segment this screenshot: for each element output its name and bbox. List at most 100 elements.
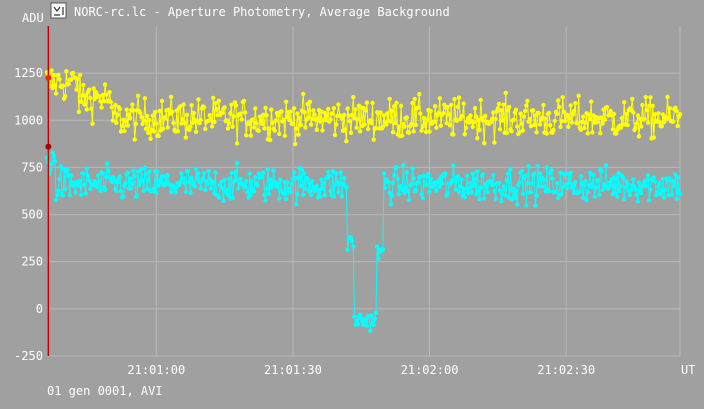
series-point [67, 193, 73, 198]
series-point [273, 118, 278, 123]
series-point [388, 202, 393, 207]
series-point [354, 125, 359, 130]
series-point [415, 180, 421, 185]
series-point [477, 127, 482, 133]
series-point [183, 189, 189, 195]
series-point [327, 174, 332, 179]
series-point [60, 193, 66, 198]
series-point [84, 107, 90, 112]
series-point [548, 123, 553, 128]
y-tick-labels: -250 0 250 500 750 1000 1250 [14, 66, 43, 363]
series-point [648, 187, 653, 192]
series-point [181, 176, 186, 181]
series-point [135, 93, 141, 99]
series-point [146, 130, 151, 136]
series-point [287, 117, 292, 123]
series-point [49, 162, 54, 167]
series-point [502, 187, 507, 192]
series-point [420, 124, 425, 129]
series-point [227, 176, 232, 181]
series-point [311, 108, 316, 113]
series-point [371, 322, 376, 328]
series-point [303, 186, 308, 191]
series-point [62, 187, 68, 192]
series-point [310, 179, 315, 184]
series-point [644, 177, 650, 182]
series-point [88, 186, 93, 192]
series-point [591, 172, 596, 178]
y-axis-label: ADU [22, 11, 44, 25]
series-point [610, 127, 615, 132]
series-point [559, 119, 564, 124]
series-point [86, 87, 92, 92]
series-point [569, 120, 574, 125]
y-tick-label: 1000 [14, 113, 43, 127]
series-point [106, 168, 111, 174]
series-point [656, 184, 661, 189]
series-point [257, 114, 263, 119]
series-point [339, 116, 345, 121]
series-point [643, 183, 648, 189]
series-point [113, 102, 118, 108]
series-point [675, 123, 680, 129]
series-point [53, 197, 59, 203]
series-point [647, 198, 652, 203]
series-point [85, 174, 91, 179]
series-point [269, 185, 274, 191]
series-point [127, 176, 133, 181]
series-point [446, 112, 452, 117]
series-point [501, 102, 506, 107]
series-point [308, 192, 314, 198]
series-point [395, 176, 400, 181]
series-point [301, 192, 306, 197]
series-point [252, 189, 257, 194]
series-point [674, 108, 679, 114]
series-point [125, 123, 130, 128]
series-point [275, 181, 281, 186]
series-point [422, 121, 428, 126]
series-point [527, 116, 532, 122]
series-point [534, 130, 539, 135]
series-point [460, 114, 465, 119]
series-point [277, 131, 282, 137]
series-point [524, 203, 529, 208]
series-point [584, 198, 589, 203]
series-point [659, 188, 664, 193]
time-cursor[interactable] [45, 26, 52, 356]
series-point [406, 197, 412, 202]
cursor-marker [45, 143, 52, 150]
series-point [633, 125, 638, 131]
series-point [362, 122, 367, 127]
series-point [387, 96, 392, 102]
series-point [484, 184, 489, 189]
series-point [471, 120, 477, 125]
series-point [661, 195, 667, 200]
series-point [480, 118, 486, 123]
series-point [142, 96, 148, 101]
series-point [381, 171, 387, 176]
series-point [608, 108, 613, 114]
series-point [603, 163, 609, 168]
y-tick-label: 1250 [14, 66, 43, 80]
series-point [492, 140, 497, 145]
series-point [640, 102, 645, 108]
series-point [314, 183, 319, 189]
series-point [523, 173, 528, 178]
series-point [470, 171, 475, 176]
series-point [201, 105, 207, 110]
series-point [151, 129, 157, 134]
series-point [393, 120, 398, 126]
series-point [394, 100, 399, 106]
series-point [622, 100, 627, 105]
series-point [320, 186, 325, 192]
series-point [398, 103, 404, 109]
series-point [129, 186, 134, 191]
series-point [178, 180, 183, 185]
series-point [655, 189, 660, 194]
x-tick-label: 21:02:30 [537, 363, 595, 377]
series-point [287, 186, 292, 191]
series-point [316, 188, 322, 193]
series-point [190, 179, 195, 184]
series-point [643, 94, 648, 100]
